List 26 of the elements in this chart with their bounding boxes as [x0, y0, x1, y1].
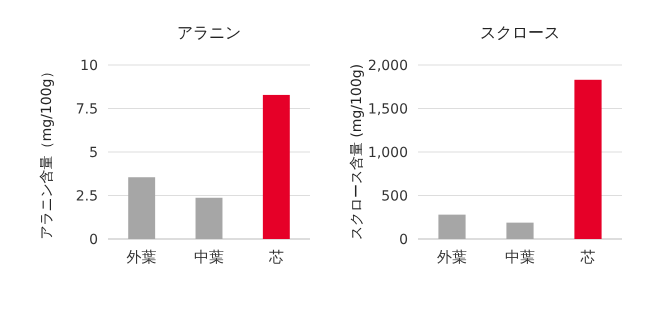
chart-title: アラニン — [177, 23, 241, 42]
y-tick-label: 2,000 — [368, 58, 408, 74]
y-tick-label: 1,000 — [368, 145, 408, 161]
y-tick-label: 1,500 — [368, 102, 408, 118]
x-tick-label: 芯 — [580, 248, 596, 266]
bar — [262, 94, 290, 239]
y-tick-label: 0 — [89, 232, 98, 248]
y-tick-label: 5 — [89, 145, 98, 161]
x-tick-label: 外葉 — [437, 248, 467, 266]
bar — [196, 198, 222, 239]
y-axis-title: スクロース含量 (mg/100g) — [349, 64, 365, 240]
y-tick-label: 10 — [80, 58, 98, 74]
bar — [438, 214, 466, 239]
x-tick-label: 中葉 — [194, 248, 224, 266]
bar — [574, 80, 602, 239]
y-tick-label: 0 — [399, 232, 408, 248]
y-tick-label: 2.5 — [76, 188, 98, 204]
chart-title: スクロース — [480, 23, 560, 42]
x-tick-label: 外葉 — [126, 248, 157, 266]
y-axis-title: アラニン含量（mg/100g） — [39, 64, 55, 240]
y-tick-label: 500 — [381, 188, 408, 204]
y-tick-label: 7.5 — [76, 102, 98, 118]
bar — [506, 222, 534, 239]
bar — [128, 177, 156, 239]
x-tick-label: 芯 — [268, 248, 284, 266]
x-tick-label: 中葉 — [505, 248, 535, 266]
